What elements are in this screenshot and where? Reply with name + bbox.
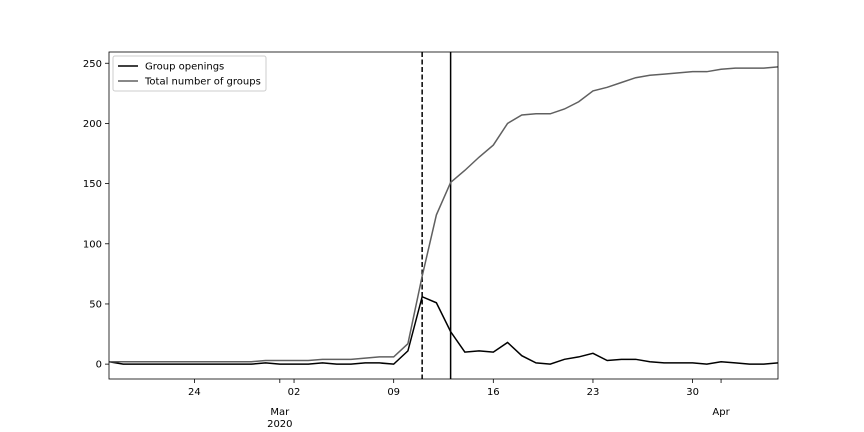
x-tick-label: 02 (288, 387, 301, 398)
series-line (108, 295, 779, 365)
x-tick-label: 16 (487, 387, 500, 398)
x-month-label: Apr (712, 407, 730, 418)
x-tick-label: 30 (686, 387, 699, 398)
legend-label: Group openings (145, 62, 224, 73)
y-tick-label: 0 (96, 360, 102, 371)
y-tick-label: 150 (83, 179, 102, 190)
y-tick-label: 100 (83, 239, 102, 250)
y-tick-label: 50 (89, 299, 102, 310)
x-month-label: Mar (270, 407, 290, 418)
plot-frame (108, 51, 779, 380)
x-tick-label: 09 (387, 387, 400, 398)
legend: Group openings Total number of groups (112, 55, 267, 92)
legend-label: Total number of groups (144, 77, 261, 88)
y-tick-label: 200 (83, 119, 102, 130)
x-tick-label: 23 (587, 387, 600, 398)
x-tick-label: 24 (188, 387, 201, 398)
x-month-label: 2020 (267, 419, 292, 430)
series-line (109, 66, 779, 363)
y-tick-label: 250 (83, 59, 102, 70)
legend-box (112, 55, 267, 92)
